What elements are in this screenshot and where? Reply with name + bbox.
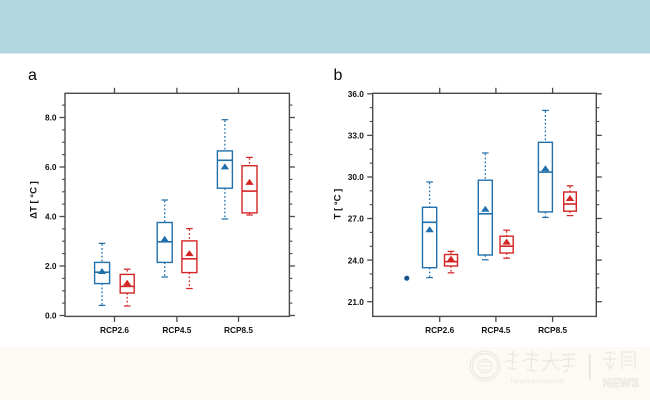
- svg-text:a: a: [28, 67, 37, 84]
- svg-text:NEWS: NEWS: [603, 378, 640, 390]
- svg-text:RCP4.5: RCP4.5: [162, 325, 191, 335]
- svg-text:T [ °C ]: T [ °C ]: [332, 189, 343, 220]
- svg-text:RCP8.5: RCP8.5: [224, 325, 253, 335]
- svg-text:0.0: 0.0: [45, 311, 57, 321]
- svg-text:ΔT [ °C ]: ΔT [ °C ]: [29, 181, 40, 219]
- svg-text:27.0: 27.0: [348, 214, 365, 224]
- svg-text:24.0: 24.0: [348, 255, 365, 265]
- svg-text:b: b: [334, 67, 343, 84]
- svg-text:30.0: 30.0: [348, 172, 365, 182]
- svg-text:4.0: 4.0: [45, 212, 57, 222]
- svg-text:36.0: 36.0: [348, 89, 365, 99]
- svg-text:RCP8.5: RCP8.5: [538, 325, 567, 335]
- svg-text:Tsinghua University: Tsinghua University: [510, 378, 565, 385]
- svg-text:6.0: 6.0: [45, 162, 57, 172]
- svg-text:RCP2.6: RCP2.6: [100, 325, 129, 335]
- svg-text:RCP4.5: RCP4.5: [481, 325, 510, 335]
- svg-text:RCP2.6: RCP2.6: [425, 325, 454, 335]
- svg-text:8.0: 8.0: [45, 113, 57, 123]
- svg-text:33.0: 33.0: [348, 131, 365, 141]
- svg-text:2.0: 2.0: [45, 261, 57, 271]
- svg-text:21.0: 21.0: [348, 297, 365, 307]
